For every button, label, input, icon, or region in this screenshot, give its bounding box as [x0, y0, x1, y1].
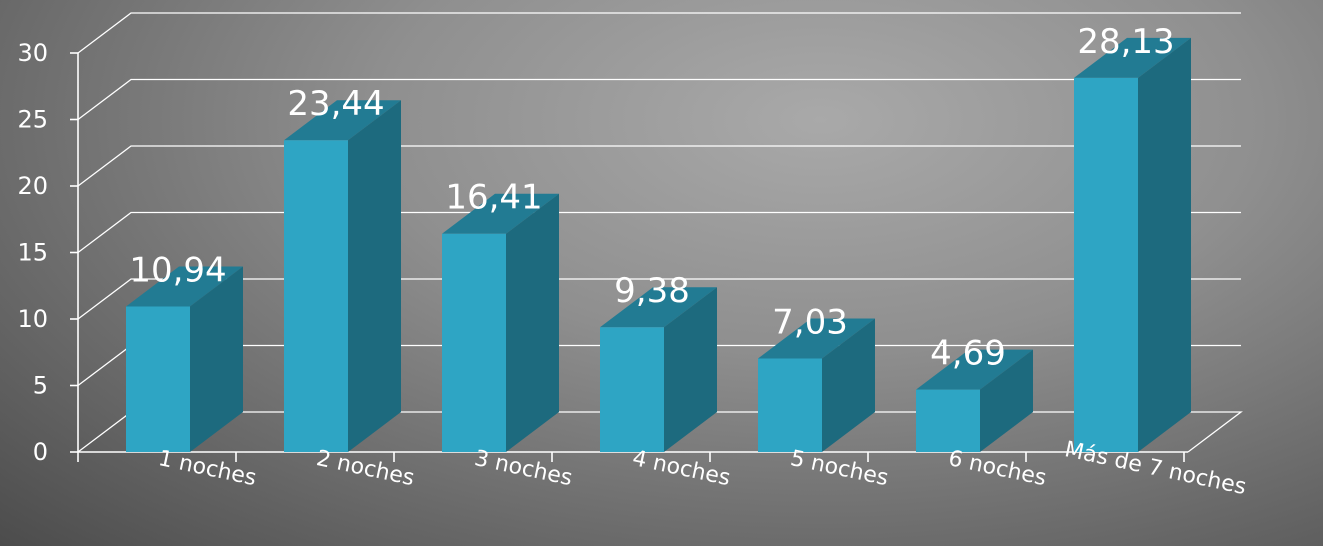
y-axis-tick-labels: 0 5 10 15 20 25 30	[17, 39, 48, 466]
bar-top-face	[284, 100, 401, 141]
bar	[1074, 37, 1191, 452]
bar-top-face	[758, 318, 875, 359]
y-tick-label: 15	[17, 239, 48, 267]
x-category-label: 6 noches	[946, 446, 1048, 491]
bar-side-face	[1138, 37, 1191, 452]
data-labels: 10,94 23,44 16,41 9,38 7,03 4,69 28,13	[129, 22, 1174, 374]
bar-side-face	[822, 318, 875, 452]
x-category-label: Más de 7 noches	[1062, 437, 1248, 500]
bar-top-face	[916, 349, 1033, 390]
bar	[916, 349, 1033, 452]
y-tick-label: 10	[17, 305, 48, 333]
data-label: 10,94	[129, 250, 226, 290]
bar	[126, 266, 243, 452]
bar-side-face	[506, 193, 559, 452]
bar-top-face	[126, 266, 243, 307]
bar-front-face	[126, 306, 190, 452]
data-label: 23,44	[287, 84, 384, 124]
x-category-label: 5 noches	[788, 446, 890, 491]
bar-front-face	[600, 327, 664, 452]
bar-front-face	[442, 233, 506, 452]
bar-top-face	[600, 287, 717, 328]
y-tick-label: 20	[17, 172, 48, 200]
y-tick-label: 0	[33, 438, 48, 466]
data-label: 16,41	[445, 178, 542, 218]
bar	[600, 287, 717, 452]
y-tick-label: 30	[17, 39, 48, 67]
x-axis-category-labels: 1 noches 2 noches 3 noches 4 noches 5 noches…	[156, 437, 1248, 500]
gridlines	[77, 12, 1243, 453]
data-label: 28,13	[1077, 22, 1174, 62]
y-tick-label: 25	[17, 106, 48, 134]
gridline	[77, 12, 1241, 54]
x-category-label: 4 noches	[630, 446, 732, 491]
gridline	[77, 278, 1241, 320]
y-tick-label: 5	[33, 372, 48, 400]
bar-side-face	[190, 266, 243, 452]
bar	[284, 100, 401, 453]
bar-front-face	[1074, 77, 1138, 452]
gridline	[77, 145, 1241, 187]
data-label: 9,38	[614, 271, 690, 311]
bar-front-face	[284, 140, 348, 453]
data-label: 7,03	[772, 303, 848, 343]
bar-front-face	[916, 389, 980, 452]
bar-side-face	[664, 287, 717, 452]
bars	[126, 37, 1191, 453]
bar-top-face	[1074, 37, 1191, 78]
bar-front-face	[758, 358, 822, 452]
gridline	[77, 211, 1241, 254]
bar-side-face	[980, 349, 1033, 452]
bar	[442, 193, 559, 452]
data-label: 4,69	[930, 334, 1006, 374]
bar	[758, 318, 875, 452]
x-category-label: 2 noches	[314, 446, 416, 491]
bar-top-face	[442, 193, 559, 234]
gridline	[77, 78, 1241, 121]
bar-side-face	[348, 100, 401, 453]
x-category-label: 1 noches	[156, 446, 258, 491]
x-category-label: 3 noches	[472, 446, 574, 491]
